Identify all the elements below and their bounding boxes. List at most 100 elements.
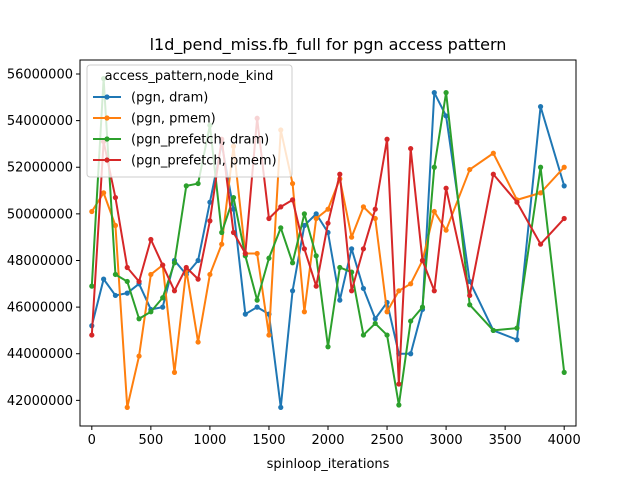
data-point: [195, 180, 201, 187]
data-point: [112, 194, 119, 201]
data-point: [148, 271, 154, 278]
data-point: [195, 276, 201, 282]
y-tick-label: 50000000: [7, 207, 73, 222]
data-point: [89, 332, 95, 338]
data-point: [419, 257, 426, 264]
data-point: [561, 215, 567, 222]
y-tick-label: 52000000: [7, 161, 73, 176]
x-tick-label: 1500: [252, 433, 285, 448]
data-point: [101, 190, 107, 196]
x-tick-label: 1000: [193, 433, 226, 448]
x-tick-label: 3000: [430, 433, 463, 448]
data-point: [537, 104, 544, 110]
data-point: [124, 404, 130, 410]
chart-title: l1d_pend_miss.fb_full for pgn access pat…: [150, 35, 507, 55]
data-point: [313, 211, 319, 217]
data-point: [408, 351, 414, 357]
data-point: [561, 369, 567, 375]
data-point: [171, 288, 178, 294]
data-point: [349, 246, 355, 252]
data-point: [408, 145, 414, 152]
data-point: [384, 136, 390, 142]
data-point: [219, 229, 225, 236]
y-tick-label: 46000000: [7, 301, 73, 316]
data-point: [396, 381, 402, 387]
data-point: [289, 197, 296, 203]
data-point: [537, 241, 544, 247]
data-point: [89, 283, 95, 289]
data-point: [136, 316, 142, 322]
data-point: [242, 250, 248, 257]
data-point: [301, 246, 307, 252]
legend-entry-label: (pgn_prefetch, pmem): [131, 154, 277, 169]
series-3: [89, 115, 567, 387]
legend-swatch-marker: [104, 136, 110, 142]
data-point: [266, 332, 272, 338]
data-point: [514, 325, 520, 331]
data-point: [419, 304, 426, 310]
data-point: [301, 222, 307, 229]
data-point: [219, 241, 225, 247]
data-point: [266, 215, 272, 222]
data-point: [408, 318, 414, 324]
data-point: [183, 264, 189, 271]
data-point: [325, 220, 331, 226]
legend-entries: (pgn, dram) (pgn, pmem) (pgn_prefetch, dra…: [93, 91, 277, 169]
data-point: [396, 402, 402, 408]
x-axis: 0 500 1000 1500 2000 2500 3000 3500 4000: [88, 426, 581, 448]
data-point: [230, 194, 237, 201]
data-point: [301, 309, 307, 315]
data-point: [325, 344, 331, 350]
series-line: [90, 77, 566, 407]
data-point: [254, 297, 260, 303]
y-axis: 42000000 44000000 46000000 48000000 50000000…: [7, 67, 80, 409]
data-point: [301, 211, 307, 217]
data-point: [490, 171, 496, 177]
data-point: [360, 204, 367, 210]
data-point: [372, 320, 378, 327]
data-point: [89, 208, 95, 215]
data-point: [266, 255, 272, 261]
y-tick-label: 44000000: [7, 347, 73, 362]
data-point: [349, 288, 355, 294]
data-point: [289, 288, 296, 294]
data-point: [124, 290, 130, 296]
data-point: [360, 285, 367, 292]
data-point: [148, 236, 154, 243]
data-point: [396, 288, 402, 294]
data-point: [360, 332, 367, 338]
data-point: [124, 278, 130, 285]
x-axis-label: spinloop_iterations: [267, 457, 390, 472]
data-point: [360, 246, 367, 252]
data-point: [195, 339, 201, 345]
y-tick-label: 54000000: [7, 114, 73, 129]
y-tick-label: 56000000: [7, 67, 73, 82]
data-point: [337, 264, 343, 271]
data-point: [537, 164, 544, 170]
data-point: [443, 185, 449, 191]
data-point: [171, 260, 178, 266]
data-point: [408, 281, 414, 287]
data-point: [313, 215, 319, 222]
y-tick-label: 42000000: [7, 394, 73, 409]
data-point: [124, 264, 130, 271]
data-point: [431, 90, 437, 96]
data-point: [112, 222, 119, 229]
data-point: [490, 150, 496, 156]
data-point: [278, 204, 284, 210]
data-point: [136, 278, 142, 285]
data-point: [207, 271, 213, 278]
data-point: [278, 225, 284, 231]
data-point: [254, 250, 260, 257]
data-point: [313, 253, 319, 259]
data-point: [561, 183, 567, 189]
legend: access_pattern,node_kind (pgn, dram)(pgn…: [86, 64, 293, 178]
legend-entry-label: (pgn, dram): [131, 91, 208, 106]
data-point: [325, 206, 331, 212]
x-tick-label: 3500: [489, 433, 522, 448]
data-point: [467, 278, 473, 285]
data-point: [349, 234, 355, 240]
data-point: [431, 164, 437, 170]
data-point: [443, 227, 449, 233]
data-point: [101, 276, 107, 282]
